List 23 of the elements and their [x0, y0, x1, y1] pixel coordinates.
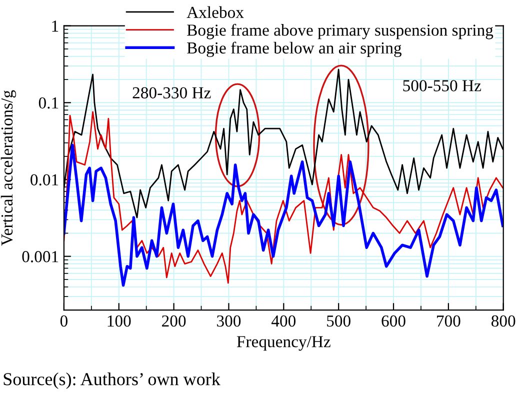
legend-label: Bogie frame above primary suspension spring	[187, 24, 494, 40]
x-tick-label: 800	[491, 315, 516, 327]
y-tick-label: 1	[52, 20, 58, 32]
annotation: 500-550 Hz	[403, 80, 481, 92]
y-tick-label: 0.01	[30, 174, 58, 186]
x-tick-label: 300	[217, 315, 241, 327]
line-series	[64, 111, 504, 284]
x-tick-label: 400	[271, 315, 296, 327]
y-tick-label: 0.001	[22, 251, 58, 262]
x-tick-label: 100	[108, 315, 131, 327]
x-tick-label: 200	[162, 315, 186, 327]
x-tick-label: 0	[60, 315, 68, 327]
legend-label: Axlebox	[186, 6, 244, 18]
source-note: Source(s): Authors’ own work	[4, 372, 220, 389]
legend-label: Bogie frame below an air spring	[187, 42, 402, 58]
x-tick-label: 600	[382, 315, 406, 327]
y-axis-title: Vertical accelerations/g	[0, 90, 16, 246]
line-series	[64, 144, 504, 287]
x-axis-title: Frequency/Hz	[236, 336, 330, 351]
x-tick-label: 700	[437, 315, 460, 327]
y-tick-label: 0.1	[38, 97, 58, 109]
annotation: 280-330 Hz	[132, 87, 211, 98]
x-tick-label: 500	[327, 315, 350, 327]
